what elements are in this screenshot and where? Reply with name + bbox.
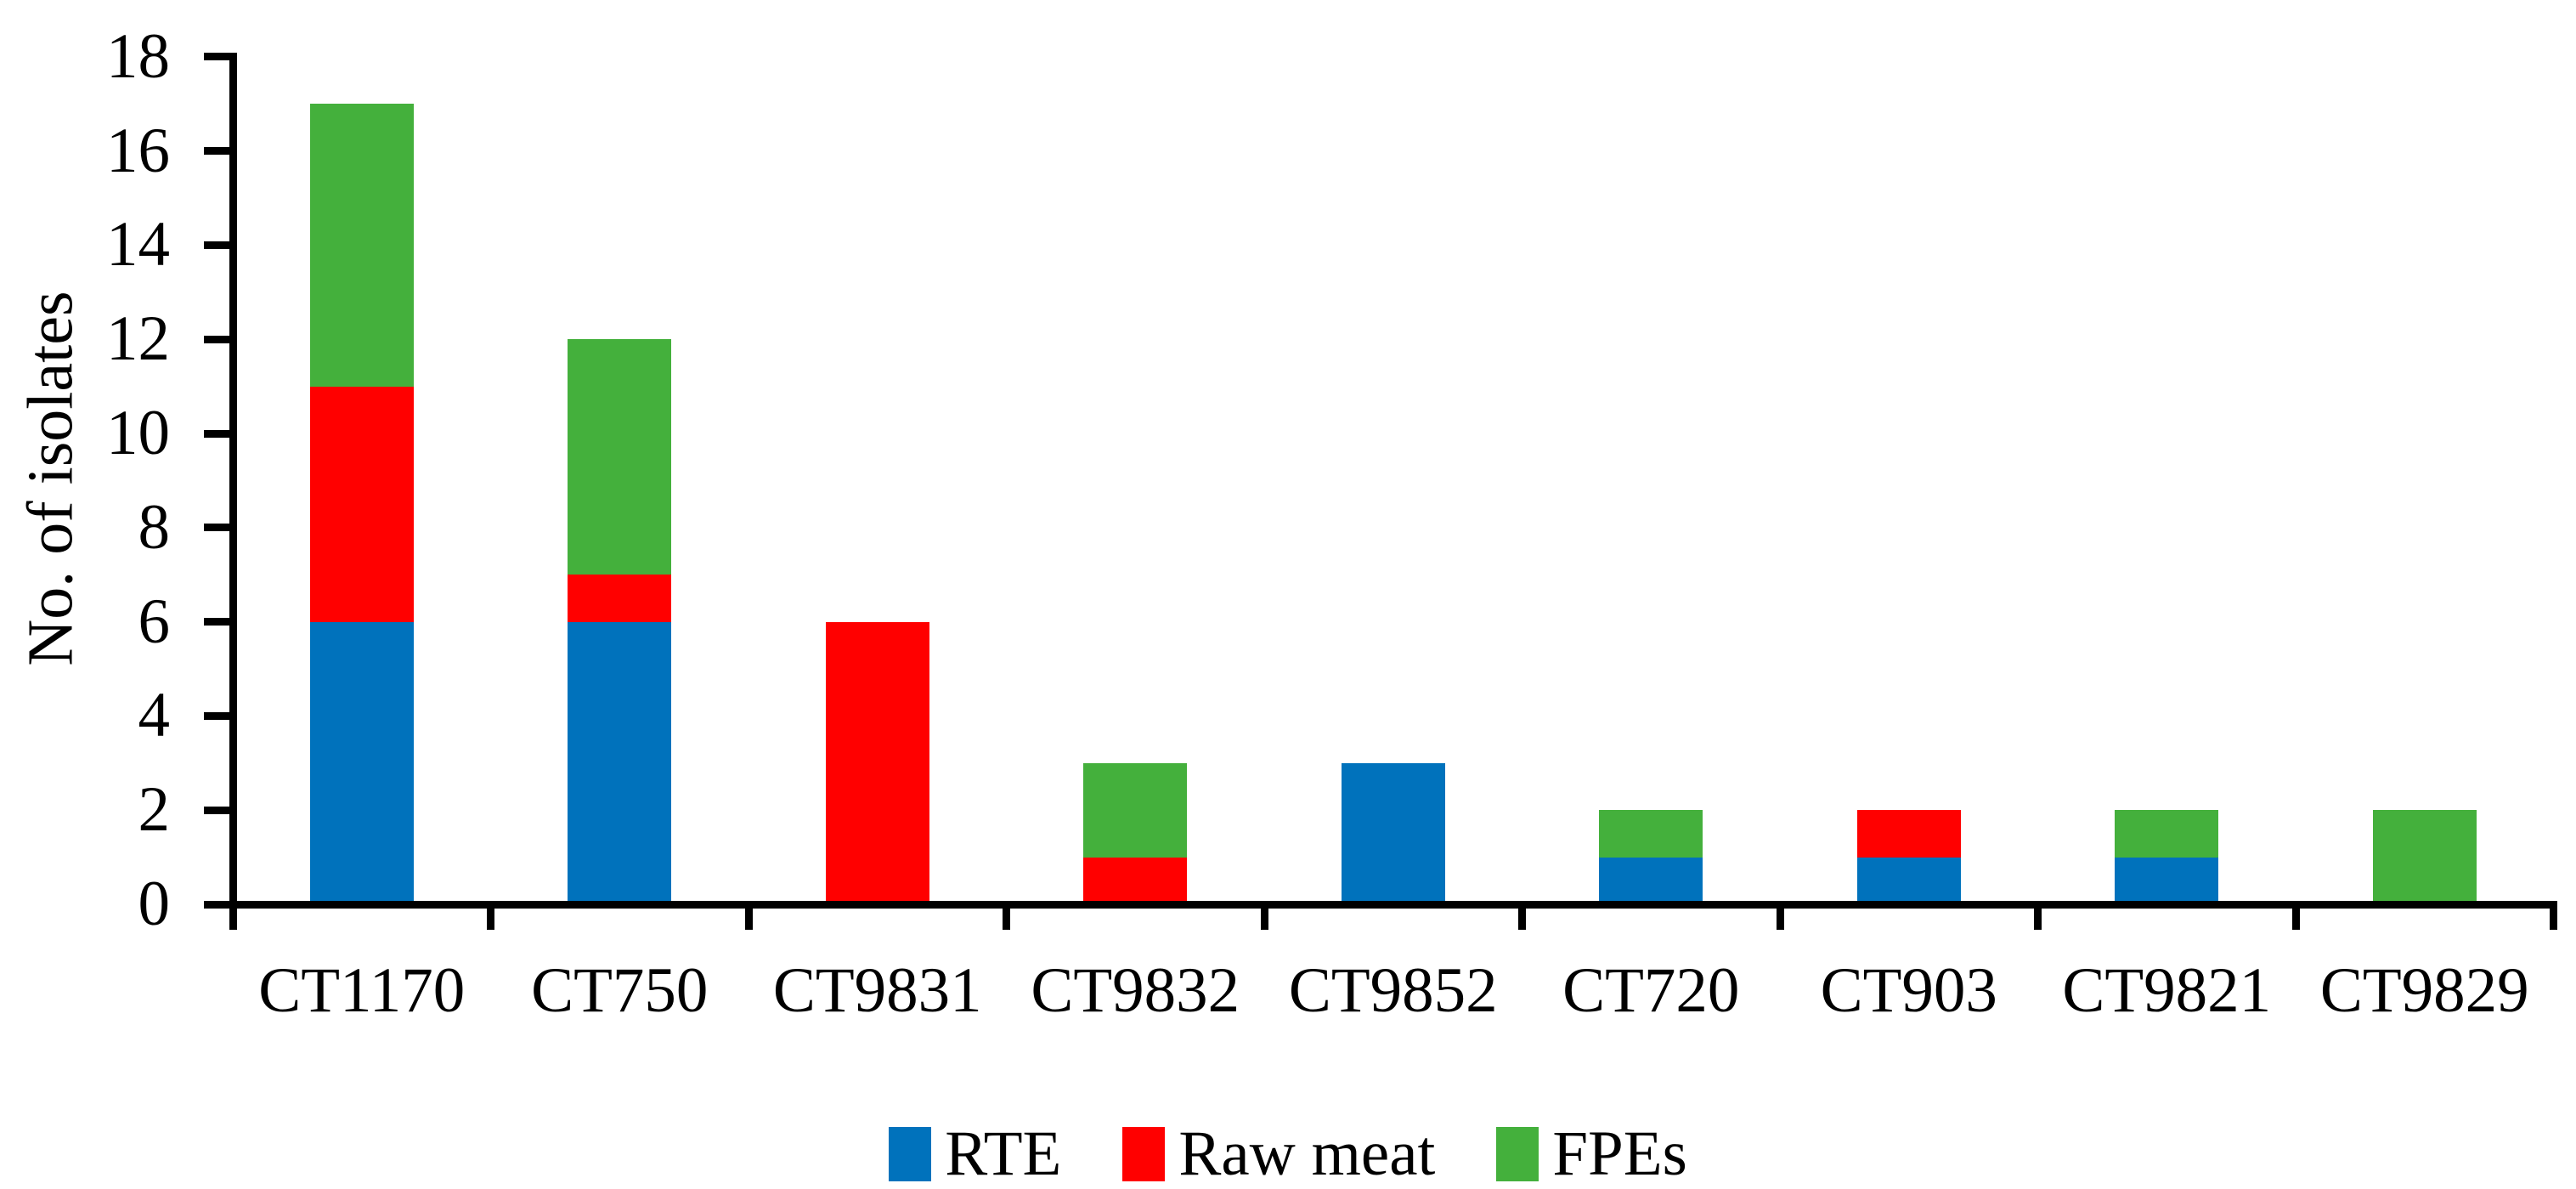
x-axis-line	[208, 900, 2557, 909]
y-axis-line	[229, 53, 237, 909]
x-tick-0	[229, 904, 237, 930]
category-label-CT1170: CT1170	[258, 955, 466, 1026]
x-tick-5	[1518, 904, 1526, 930]
category-label-CT9831: CT9831	[772, 955, 982, 1026]
y-tick-0	[203, 900, 229, 909]
x-tick-1	[487, 904, 494, 930]
x-tick-3	[1003, 904, 1010, 930]
legend-item-rte: RTE	[889, 1120, 1061, 1188]
bar-segment-CT1170-raw-meat	[309, 386, 414, 622]
bar-segment-CT720-rte	[1599, 857, 1703, 904]
y-tick-label-10: 10	[106, 398, 170, 468]
category-label-CT9829: CT9829	[2319, 955, 2529, 1026]
legend-swatch-raw-meat	[1122, 1127, 1166, 1181]
legend-label-fpes: FPEs	[1552, 1118, 1687, 1189]
legend-label-rte: RTE	[945, 1118, 1062, 1189]
category-label-CT9852: CT9852	[1288, 955, 1498, 1026]
y-tick-14	[203, 241, 229, 249]
x-tick-6	[1776, 904, 1784, 930]
y-tick-12	[203, 335, 229, 343]
bar-segment-CT750-fpes	[568, 339, 672, 575]
category-label-CT750: CT750	[531, 955, 709, 1026]
category-label-CT9832: CT9832	[1031, 955, 1240, 1026]
bar-segment-CT903-rte	[1856, 857, 1961, 904]
y-tick-label-14: 14	[106, 209, 170, 280]
legend-label-raw-meat: Raw meat	[1178, 1118, 1436, 1189]
y-tick-label-2: 2	[138, 774, 171, 846]
y-tick-16	[203, 147, 229, 156]
x-tick-4	[1260, 904, 1268, 930]
y-tick-label-6: 6	[138, 586, 171, 657]
x-tick-2	[744, 904, 753, 930]
bar-segment-CT9831-raw-meat	[825, 621, 929, 904]
category-label-CT903: CT903	[1820, 955, 1997, 1026]
y-tick-18	[203, 53, 229, 61]
y-tick-label-0: 0	[138, 869, 171, 939]
y-tick-6	[203, 618, 229, 626]
bar-segment-CT9832-raw-meat	[1083, 857, 1188, 904]
y-tick-label-18: 18	[106, 20, 170, 92]
y-tick-2	[203, 806, 229, 814]
y-tick-10	[203, 429, 229, 438]
bar-segment-CT9832-fpes	[1083, 762, 1188, 858]
bar-segment-CT9821-rte	[2115, 857, 2219, 904]
bar-segment-CT720-fpes	[1599, 810, 1703, 858]
y-tick-label-4: 4	[138, 680, 171, 751]
category-label-CT9821: CT9821	[2062, 955, 2272, 1026]
y-tick-label-12: 12	[106, 303, 170, 375]
x-tick-7	[2034, 904, 2042, 930]
bar-segment-CT903-raw-meat	[1856, 810, 1961, 858]
legend-item-raw-meat: Raw meat	[1122, 1120, 1435, 1188]
y-tick-8	[203, 524, 229, 532]
bar-segment-CT9821-fpes	[2115, 810, 2219, 858]
category-label-CT720: CT720	[1562, 955, 1740, 1026]
bar-segment-CT750-rte	[568, 621, 672, 904]
legend-item-fpes: FPEs	[1496, 1118, 1687, 1189]
y-tick-4	[203, 711, 229, 720]
legend-swatch-fpes	[1496, 1127, 1539, 1181]
legend: RTE Raw meat FPEs	[0, 1120, 2576, 1188]
bar-segment-CT1170-rte	[309, 621, 414, 904]
y-tick-label-16: 16	[106, 115, 170, 186]
bar-segment-CT9829-fpes	[2372, 810, 2477, 904]
legend-swatch-rte	[889, 1127, 932, 1181]
bar-segment-CT9852-rte	[1341, 762, 1445, 904]
x-tick-9	[2550, 904, 2557, 930]
bar-segment-CT750-raw-meat	[568, 575, 672, 622]
y-tick-label-8: 8	[138, 491, 171, 563]
bar-segment-CT1170-fpes	[309, 104, 414, 387]
x-tick-8	[2291, 904, 2300, 930]
